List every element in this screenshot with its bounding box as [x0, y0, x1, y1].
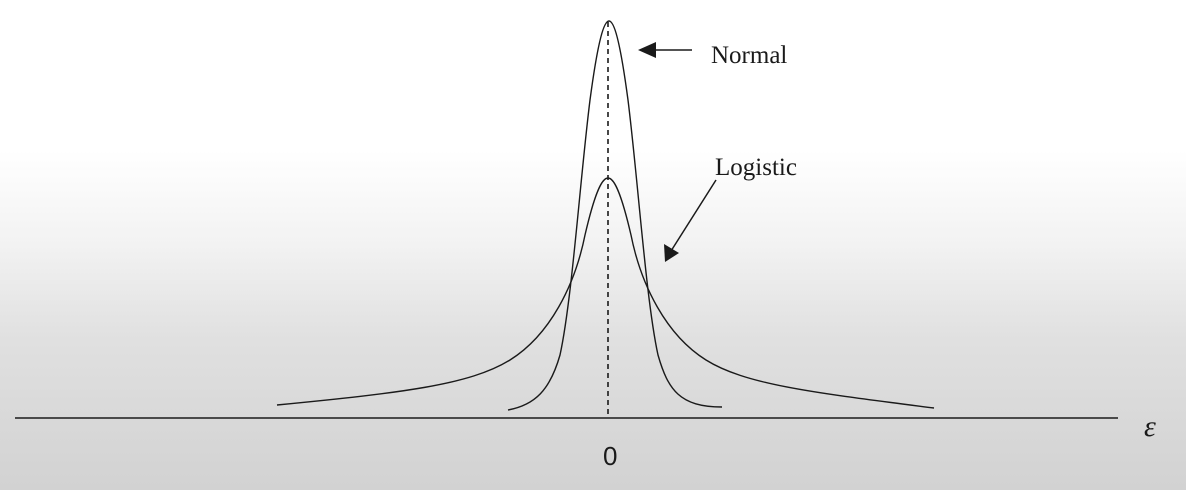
- epsilon-axis-label: ε: [1144, 410, 1156, 443]
- normal-curve: [507, 20, 723, 411]
- normal-arrow-head: [638, 42, 656, 58]
- logistic-curve: [276, 177, 935, 409]
- normal-label: Normal: [711, 42, 787, 69]
- logistic-arrow-shaft: [670, 179, 717, 252]
- origin-tick-label: 0: [603, 441, 617, 471]
- logistic-arrow-head: [664, 244, 679, 262]
- logistic-label: Logistic: [715, 154, 797, 181]
